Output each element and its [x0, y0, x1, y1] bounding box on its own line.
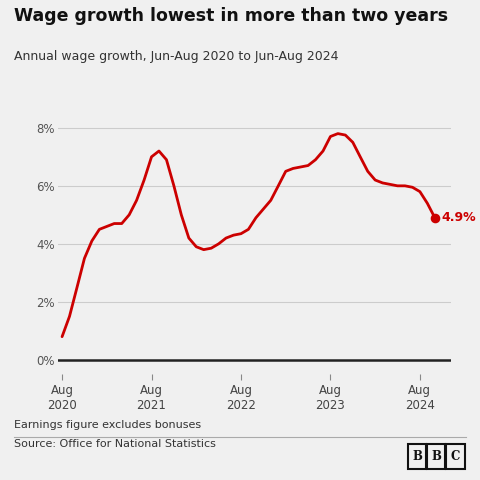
Point: [431, 214, 439, 222]
Text: Annual wage growth, Jun-Aug 2020 to Jun-Aug 2024: Annual wage growth, Jun-Aug 2020 to Jun-…: [14, 50, 339, 63]
Text: Wage growth lowest in more than two years: Wage growth lowest in more than two year…: [14, 7, 448, 25]
Text: B: B: [412, 450, 422, 464]
Text: 4.9%: 4.9%: [441, 211, 476, 224]
Text: B: B: [432, 450, 441, 464]
Text: C: C: [451, 450, 460, 464]
Text: Earnings figure excludes bonuses: Earnings figure excludes bonuses: [14, 420, 202, 430]
Text: Source: Office for National Statistics: Source: Office for National Statistics: [14, 439, 216, 449]
